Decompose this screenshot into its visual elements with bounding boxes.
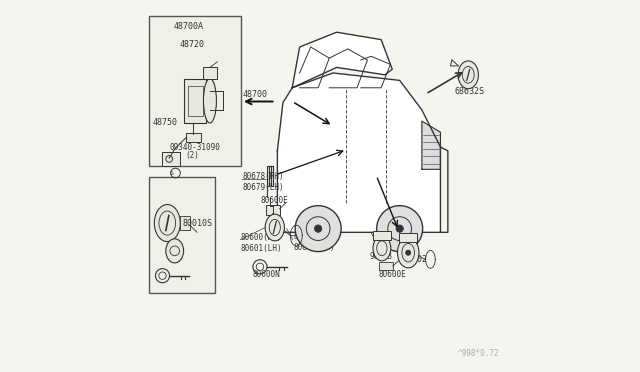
Text: 80010S: 80010S bbox=[182, 219, 212, 228]
Text: 48700: 48700 bbox=[243, 90, 268, 99]
Text: 80600E: 80600E bbox=[260, 196, 289, 205]
Ellipse shape bbox=[166, 239, 184, 263]
Bar bbox=[184, 78, 206, 123]
Polygon shape bbox=[422, 121, 440, 169]
Ellipse shape bbox=[397, 237, 419, 268]
Polygon shape bbox=[267, 166, 273, 197]
Circle shape bbox=[295, 206, 341, 251]
Circle shape bbox=[406, 250, 411, 255]
Ellipse shape bbox=[265, 214, 284, 241]
Text: 80602(RH)
80603(LH): 80602(RH) 80603(LH) bbox=[293, 232, 335, 252]
Bar bbox=[188, 86, 202, 116]
Bar bbox=[180, 217, 190, 230]
Bar bbox=[148, 177, 215, 294]
Polygon shape bbox=[277, 73, 440, 232]
Text: 80678(RH)
80679(LH): 80678(RH) 80679(LH) bbox=[242, 172, 284, 192]
Circle shape bbox=[377, 206, 422, 251]
Bar bbox=[186, 134, 201, 141]
Text: ^998*0.72: ^998*0.72 bbox=[458, 349, 500, 358]
Ellipse shape bbox=[154, 205, 180, 241]
Text: 90602: 90602 bbox=[403, 254, 428, 263]
Bar bbox=[162, 151, 180, 166]
Text: 48720: 48720 bbox=[179, 40, 204, 49]
Text: 90603: 90603 bbox=[369, 252, 392, 261]
Text: 68632S: 68632S bbox=[454, 87, 484, 96]
Bar bbox=[148, 16, 241, 166]
Bar bbox=[399, 234, 417, 242]
Ellipse shape bbox=[458, 61, 479, 89]
Ellipse shape bbox=[204, 78, 216, 123]
Text: 09340-31090: 09340-31090 bbox=[169, 142, 220, 151]
Text: 80600E: 80600E bbox=[378, 270, 406, 279]
Bar bbox=[266, 205, 280, 215]
Bar bbox=[202, 67, 218, 78]
Circle shape bbox=[396, 225, 403, 232]
Text: 48750: 48750 bbox=[152, 119, 177, 128]
Text: 80600(RH)
80601(LH): 80600(RH) 80601(LH) bbox=[241, 233, 282, 253]
Text: 48700A: 48700A bbox=[174, 22, 204, 31]
Bar bbox=[378, 262, 392, 270]
Bar bbox=[373, 231, 391, 240]
Circle shape bbox=[314, 225, 322, 232]
Ellipse shape bbox=[373, 235, 391, 261]
Text: 80600N: 80600N bbox=[253, 270, 280, 279]
Polygon shape bbox=[292, 32, 392, 88]
Text: S: S bbox=[170, 170, 173, 176]
Text: (2): (2) bbox=[186, 151, 200, 160]
